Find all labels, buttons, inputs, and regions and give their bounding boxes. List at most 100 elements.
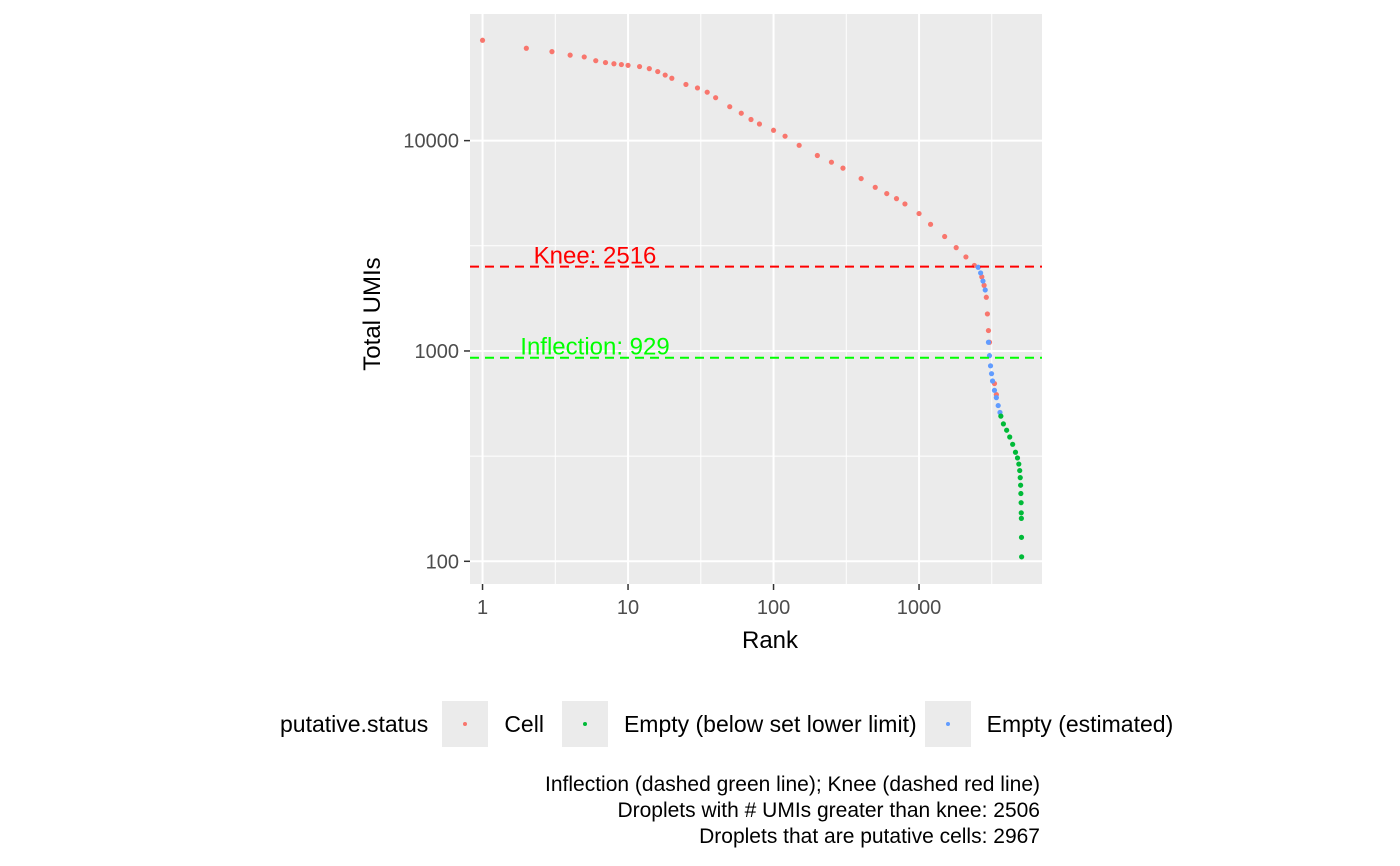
caption: Inflection (dashed green line); Knee (da… bbox=[545, 772, 1040, 850]
data-point bbox=[1016, 461, 1022, 467]
data-point bbox=[581, 54, 587, 60]
data-point bbox=[927, 221, 934, 227]
legend-item-cell: Cell bbox=[442, 701, 544, 747]
data-point bbox=[985, 327, 992, 334]
legend-label-empty-estimated: Empty (estimated) bbox=[986, 710, 1174, 737]
x-tick-label: 10 bbox=[617, 597, 639, 619]
data-point bbox=[982, 287, 988, 293]
data-point bbox=[1018, 490, 1024, 497]
x-tick-label: 1000 bbox=[897, 597, 942, 619]
legend-label-cell: Cell bbox=[504, 710, 544, 737]
x-tick-label: 100 bbox=[757, 597, 790, 619]
data-point bbox=[593, 58, 599, 64]
data-point bbox=[1000, 421, 1006, 427]
data-point bbox=[893, 196, 900, 202]
y-tick-label: 1000 bbox=[415, 341, 460, 363]
data-point bbox=[1004, 427, 1010, 433]
data-point bbox=[989, 378, 996, 384]
y-tick-label: 10000 bbox=[403, 131, 459, 153]
data-point bbox=[828, 159, 835, 165]
data-point bbox=[756, 121, 763, 127]
data-point bbox=[993, 395, 999, 401]
data-point bbox=[770, 127, 777, 133]
data-point bbox=[953, 245, 959, 251]
data-point bbox=[902, 201, 908, 207]
axes: 1 10 100 1000 100 1000 10000 Rank Total UMIs bbox=[359, 131, 941, 654]
data-point bbox=[549, 49, 555, 55]
data-points bbox=[479, 37, 1025, 560]
legend-item-empty-estimated: Empty (estimated) bbox=[924, 701, 1174, 747]
data-point bbox=[1017, 467, 1023, 474]
data-point bbox=[1012, 449, 1019, 455]
data-point bbox=[727, 104, 733, 110]
legend-label-empty-below-limit: Empty (below set lower limit) bbox=[623, 710, 917, 737]
data-point bbox=[683, 81, 689, 88]
caption-line-3: Droplets that are putative cells: 2967 bbox=[699, 825, 1040, 848]
data-point bbox=[980, 278, 986, 284]
data-point bbox=[1018, 510, 1024, 516]
data-point bbox=[995, 402, 1001, 409]
data-point bbox=[840, 165, 846, 171]
data-point bbox=[1010, 441, 1016, 447]
data-point bbox=[987, 363, 994, 369]
caption-line-2: Droplets with # UMIs greater than knee: … bbox=[617, 799, 1040, 822]
data-point bbox=[1014, 455, 1021, 461]
legend: putative.status Cell Empty (below set lo… bbox=[280, 700, 1181, 748]
data-point bbox=[916, 210, 922, 217]
data-point bbox=[991, 387, 998, 393]
data-point bbox=[985, 339, 992, 345]
legend-key-empty-estimated bbox=[924, 701, 971, 747]
data-point bbox=[975, 264, 981, 270]
data-point bbox=[748, 116, 754, 123]
data-point bbox=[1019, 554, 1025, 560]
data-point bbox=[694, 85, 701, 91]
caption-line-1: Inflection (dashed green line); Knee (da… bbox=[545, 773, 1040, 796]
data-point bbox=[713, 95, 719, 101]
data-point bbox=[523, 45, 529, 51]
data-point bbox=[963, 254, 969, 260]
x-tick-label: 1 bbox=[477, 597, 488, 619]
data-point bbox=[942, 233, 948, 240]
x-axis-title: Rank bbox=[742, 627, 799, 654]
data-point bbox=[618, 61, 624, 68]
data-point bbox=[872, 184, 878, 190]
data-point bbox=[1017, 475, 1023, 481]
data-point bbox=[988, 371, 995, 377]
data-point bbox=[984, 311, 990, 317]
data-point bbox=[704, 89, 710, 95]
data-point bbox=[1018, 482, 1024, 488]
data-point bbox=[978, 270, 984, 276]
plot-panel bbox=[470, 14, 1042, 584]
y-axis-title: Total UMIs bbox=[359, 257, 386, 370]
data-point bbox=[611, 61, 617, 67]
data-point bbox=[636, 63, 643, 70]
data-point bbox=[602, 59, 609, 66]
data-point bbox=[983, 294, 989, 300]
reference-lines: Knee: 2516 Inflection: 929 bbox=[470, 243, 1042, 361]
reference-line-label: Inflection: 929 bbox=[520, 334, 669, 361]
grid bbox=[470, 14, 1042, 584]
data-point bbox=[796, 142, 802, 148]
data-point bbox=[738, 110, 744, 116]
data-point bbox=[1018, 515, 1024, 521]
y-tick-label: 100 bbox=[426, 551, 459, 573]
data-point bbox=[646, 66, 652, 72]
data-point bbox=[669, 75, 675, 81]
data-point bbox=[1018, 534, 1025, 540]
data-point bbox=[567, 52, 573, 58]
data-point bbox=[662, 72, 668, 78]
reference-line-label: Knee: 2516 bbox=[534, 243, 657, 270]
data-point bbox=[625, 62, 631, 68]
legend-title: putative.status bbox=[280, 710, 429, 737]
data-point bbox=[858, 175, 864, 182]
data-point bbox=[655, 68, 661, 75]
data-point bbox=[782, 133, 788, 139]
data-point bbox=[814, 152, 820, 159]
data-point bbox=[884, 190, 890, 197]
data-point bbox=[479, 37, 486, 43]
data-point bbox=[981, 282, 987, 288]
data-point bbox=[979, 274, 985, 280]
legend-item-empty-below-limit: Empty (below set lower limit) bbox=[561, 701, 917, 747]
data-point bbox=[998, 413, 1004, 419]
